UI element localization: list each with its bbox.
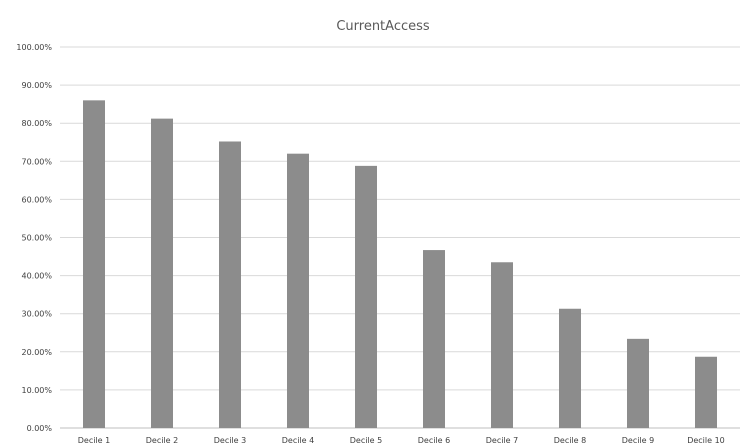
x-tick-label: Decile 10: [687, 436, 725, 445]
bars: [83, 100, 717, 429]
x-tick-label: Decile 9: [622, 436, 654, 445]
y-tick-label: 0.00%: [27, 424, 53, 433]
bar-decile-5: [355, 165, 377, 428]
x-tick-label: Decile 6: [418, 436, 450, 445]
x-tick-label: Decile 7: [486, 436, 518, 445]
bar-decile-4: [287, 153, 309, 428]
y-tick-label: 50.00%: [21, 234, 52, 243]
y-tick-label: 10.00%: [21, 386, 52, 395]
x-tick-label: Decile 1: [78, 436, 110, 445]
y-tick-label: 60.00%: [21, 195, 52, 204]
x-tick-label: Decile 3: [214, 436, 246, 445]
y-tick-label: 40.00%: [21, 272, 52, 281]
y-tick-label: 70.00%: [21, 157, 52, 166]
x-tick-label: Decile 4: [282, 436, 314, 445]
bar-decile-7: [491, 262, 513, 428]
y-tick-label: 30.00%: [21, 310, 52, 319]
bar-decile-9: [627, 338, 649, 428]
y-tick-label: 90.00%: [21, 81, 52, 90]
bar-decile-6: [423, 250, 445, 428]
x-tick-label: Decile 8: [554, 436, 586, 445]
y-axis-ticks: 0.00% 10.00% 20.00% 30.00% 40.00% 50.00% 60.00…: [16, 43, 52, 433]
bar-decile-1: [83, 100, 105, 428]
y-tick-label: 20.00%: [21, 348, 52, 357]
x-tick-label: Decile 5: [350, 436, 382, 445]
y-tick-label: 100.00%: [16, 43, 52, 52]
y-tick-label: 80.00%: [21, 119, 52, 128]
chart-title: CurrentAccess: [336, 19, 430, 34]
bar-decile-8: [559, 308, 581, 428]
bar-decile-2: [151, 118, 173, 429]
x-axis-ticks: Decile 1 Decile 2 Decile 3 Decile 4 Decile 5…: [78, 436, 725, 445]
x-tick-label: Decile 2: [146, 436, 178, 445]
bar-decile-3: [219, 141, 241, 428]
bar-decile-10: [695, 356, 717, 428]
gridlines: [60, 46, 740, 429]
